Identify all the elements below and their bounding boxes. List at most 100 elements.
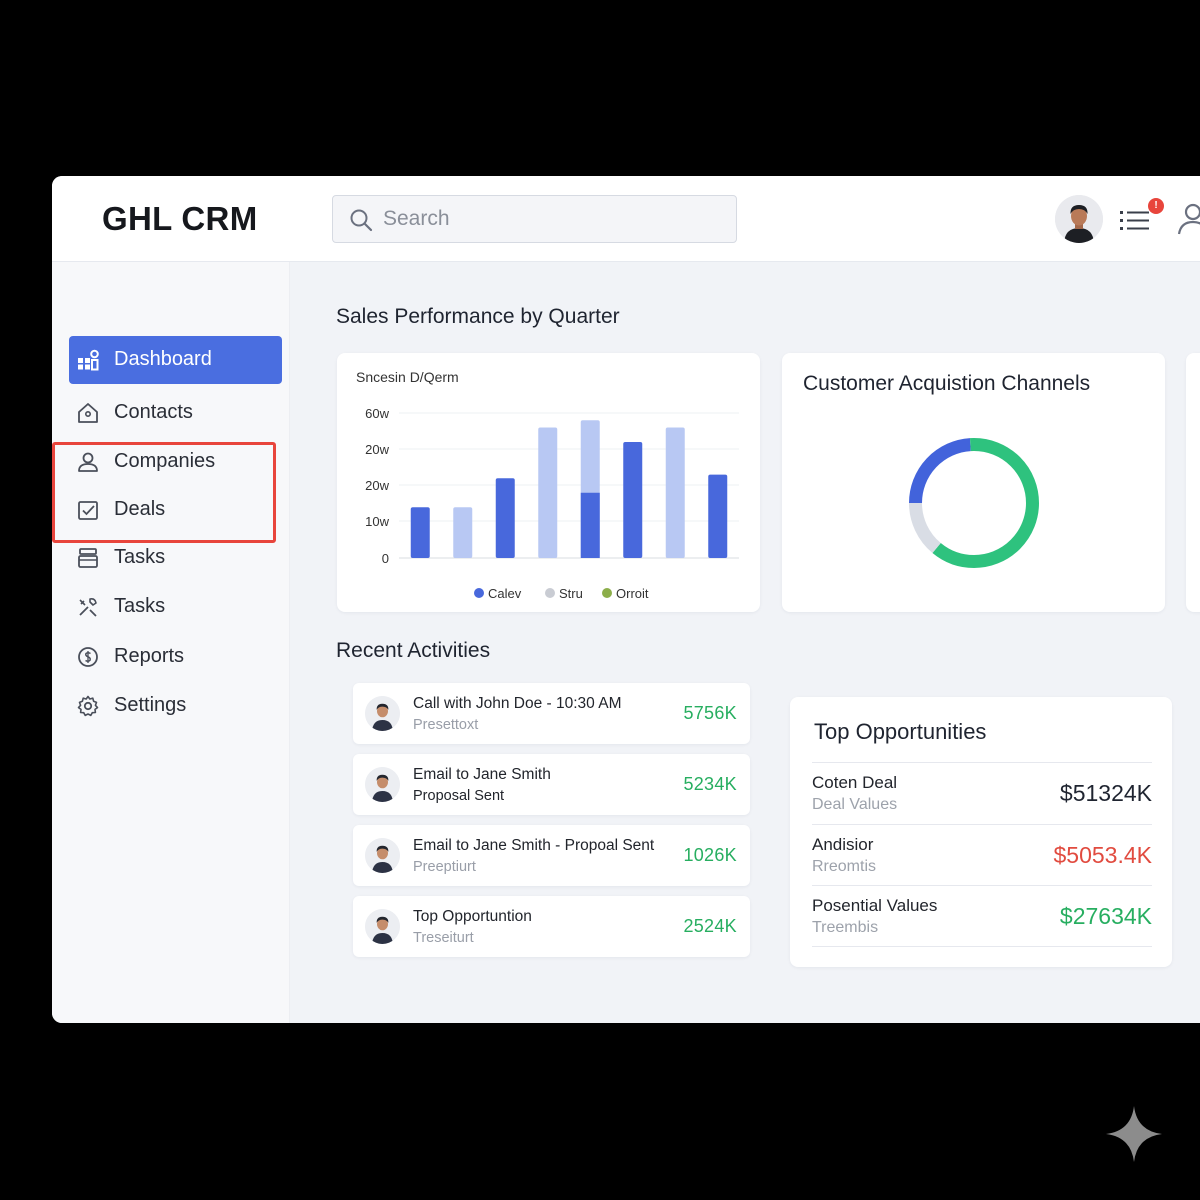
donut-slice — [909, 438, 1039, 568]
user-outline-icon — [78, 452, 98, 472]
activity-item[interactable]: Top Opportuntion Treseiturt 2524K — [353, 896, 750, 957]
chart-title: Sncesin D/Qerm — [356, 369, 459, 385]
legend-marker — [545, 588, 555, 598]
activity-subtitle: Treseiturt — [413, 930, 474, 946]
activity-title: Top Opportuntion — [413, 908, 532, 925]
sidebar-item-label: Reports — [114, 645, 185, 667]
activity-item[interactable]: Email to Jane Smith Proposal Sent 5234K — [353, 754, 750, 815]
activity-value: 2524K — [683, 916, 737, 936]
app-window: GHL CRM ! — [52, 176, 1200, 1023]
bar — [538, 427, 558, 558]
bar — [410, 507, 430, 558]
activity-title: Call with John Doe - 10:30 AM — [413, 695, 622, 712]
sidebar-item-label: Dashboard — [114, 348, 212, 370]
tools-icon — [79, 598, 97, 617]
acquisition-donut-card: Customer Acquistion Channels — [782, 353, 1165, 612]
opportunity-subtitle: Treembis — [812, 919, 879, 936]
legend-label: Stru — [559, 586, 583, 601]
sales-bar-chart-card: Sncesin D/Qerm 0 10w 20w 20w 60w Calev Stru Orr… — [337, 353, 760, 612]
sidebar-item-tasks[interactable]: Tasks — [69, 534, 282, 582]
activity-subtitle: Presettoxt — [413, 717, 479, 733]
y-tick-label: 20w — [365, 442, 389, 457]
legend-marker — [602, 588, 612, 598]
activity-subtitle: Proposal Sent — [413, 788, 505, 804]
avatar — [365, 767, 400, 802]
sidebar-item-settings[interactable]: Settings — [69, 682, 282, 730]
activity-value: 5234K — [683, 774, 737, 794]
user-icon[interactable] — [1176, 201, 1200, 235]
sidebar-item-reports[interactable]: Reports — [69, 633, 282, 681]
opportunity-subtitle: Rreomtis — [812, 858, 877, 875]
checkbox-icon — [78, 501, 98, 520]
person-avatar-icon — [365, 767, 400, 802]
activity-item[interactable]: Call with John Doe - 10:30 AM Presettoxt 5… — [353, 683, 750, 744]
avatar — [365, 838, 400, 873]
activity-value: 5756K — [683, 703, 737, 723]
sidebar-item-label: Deals — [114, 498, 166, 520]
y-tick-label: 60w — [365, 406, 389, 421]
sidebar-item-label: Tasks — [114, 595, 166, 617]
donut-chart-title: Customer Acquistion Channels — [803, 372, 1091, 395]
bar — [623, 442, 643, 558]
acquisition-donut-chart — [909, 438, 1039, 568]
activity-item[interactable]: Email to Jane Smith - Propoal Sent Preept… — [353, 825, 750, 886]
donut-slice — [909, 438, 1039, 568]
sidebar: Dashboard Contacts Companies Deals — [52, 262, 290, 1023]
activity-subtitle: Preeptiurt — [413, 859, 476, 875]
sales-bar-chart: 0 10w 20w 20w 60w Calev Stru Orroit — [365, 406, 739, 601]
activity-title: Email to Jane Smith - Propoal Sent — [413, 837, 655, 854]
opportunity-row[interactable]: Posential Values Treembis $27634K — [812, 885, 1152, 947]
sidebar-item-tasks-2[interactable]: Tasks — [69, 583, 282, 631]
avatar — [365, 909, 400, 944]
app-brand: GHL CRM — [102, 200, 258, 237]
opportunity-subtitle: Deal Values — [812, 796, 898, 813]
person-avatar-icon — [1055, 195, 1103, 243]
opportunity-value: $27634K — [1059, 903, 1152, 929]
sidebar-item-deals[interactable]: Deals — [69, 486, 282, 534]
avatar — [365, 696, 400, 731]
opportunity-row[interactable]: Coten Deal Deal Values $51324K — [812, 762, 1152, 824]
sidebar-item-label: Companies — [114, 450, 216, 472]
highlight-annotation-box — [52, 442, 276, 543]
person-avatar-icon — [365, 838, 400, 873]
home-icon — [78, 403, 98, 423]
top-bar: GHL CRM ! — [52, 176, 1200, 262]
bar — [453, 507, 473, 558]
sidebar-item-contacts[interactable]: Contacts — [69, 389, 282, 437]
legend-marker — [474, 588, 484, 598]
gear-icon — [77, 695, 99, 717]
opportunity-value: $5053.4K — [1053, 842, 1152, 868]
y-tick-label: 20w — [365, 478, 389, 493]
opportunity-value: $51324K — [1059, 780, 1152, 806]
top-opportunities-card: Top Opportunities Coten Deal Deal Values $… — [790, 697, 1172, 967]
activity-title: Email to Jane Smith — [413, 766, 551, 783]
sidebar-item-companies[interactable]: Companies — [69, 438, 282, 486]
menu-list-icon[interactable] — [1119, 206, 1153, 234]
user-avatar[interactable] — [1055, 195, 1103, 243]
sales-section-title: Sales Performance by Quarter — [336, 305, 620, 328]
opportunity-name: Coten Deal — [812, 773, 898, 792]
opportunity-name: Andisior — [812, 835, 874, 854]
bar — [495, 478, 515, 558]
sidebar-item-label: Contacts — [114, 401, 193, 423]
sparkle-watermark-icon — [1106, 1106, 1162, 1162]
person-avatar-icon — [365, 696, 400, 731]
tray-icon — [78, 548, 98, 568]
y-tick-label: 10w — [365, 514, 389, 529]
search-input[interactable] — [383, 196, 723, 242]
opportunity-name: Posential Values — [812, 896, 938, 915]
sidebar-item-label: Settings — [114, 694, 187, 716]
dollar-circle-icon — [78, 647, 98, 667]
opportunity-row[interactable]: Andisior Rreomtis $5053.4K — [812, 824, 1152, 886]
bar — [665, 427, 685, 558]
notification-badge: ! — [1148, 198, 1164, 214]
search-box[interactable] — [332, 195, 737, 243]
legend-label: Orroit — [616, 586, 649, 601]
legend-label: Calev — [488, 586, 522, 601]
search-icon — [350, 209, 373, 232]
y-tick-label: 0 — [382, 551, 389, 566]
partial-card — [1186, 353, 1200, 612]
sidebar-item-dashboard[interactable]: Dashboard — [69, 336, 282, 384]
sidebar-item-label: Tasks — [114, 546, 166, 568]
opportunities-title: Top Opportunities — [814, 719, 987, 744]
